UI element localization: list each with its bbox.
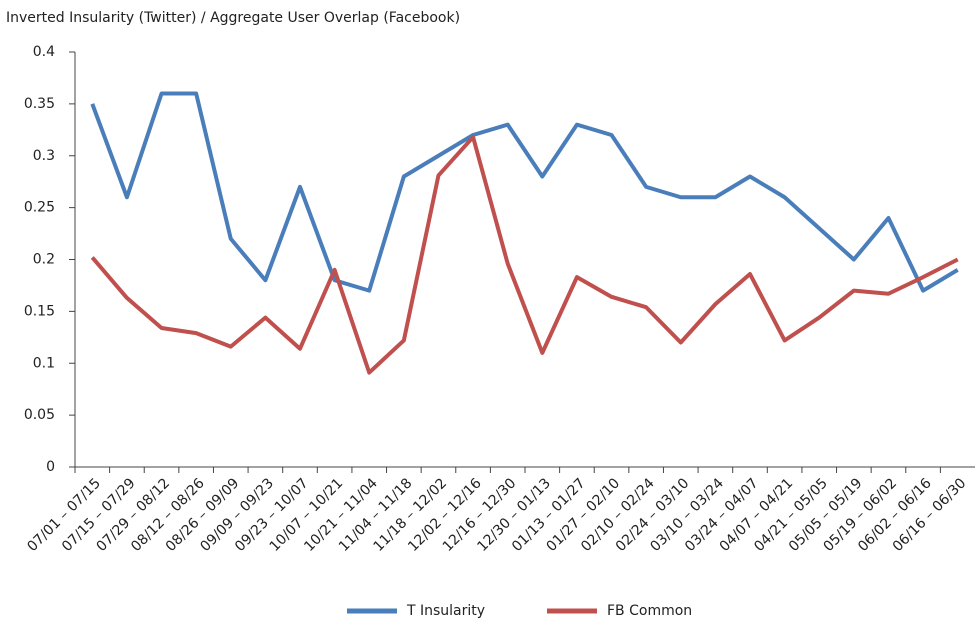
series-line bbox=[90, 135, 959, 375]
chart-title: Inverted Insularity (Twitter) / Aggregat… bbox=[6, 10, 460, 26]
y-tick-label: 0.15 bbox=[24, 303, 55, 319]
y-tick-label: 0.2 bbox=[33, 252, 55, 268]
y-tick-label: 0.3 bbox=[33, 148, 55, 164]
y-tick-label: 0.05 bbox=[24, 407, 55, 423]
y-tick-label: 0.25 bbox=[24, 200, 55, 216]
legend-label: T Insularity bbox=[406, 603, 485, 619]
y-tick-label: 0.1 bbox=[33, 355, 55, 371]
y-tick-label: 0.4 bbox=[33, 44, 55, 60]
series-line bbox=[90, 91, 959, 293]
y-tick-label: 0.35 bbox=[24, 96, 55, 112]
legend-label: FB Common bbox=[607, 603, 692, 619]
y-tick-label: 0 bbox=[46, 459, 55, 475]
